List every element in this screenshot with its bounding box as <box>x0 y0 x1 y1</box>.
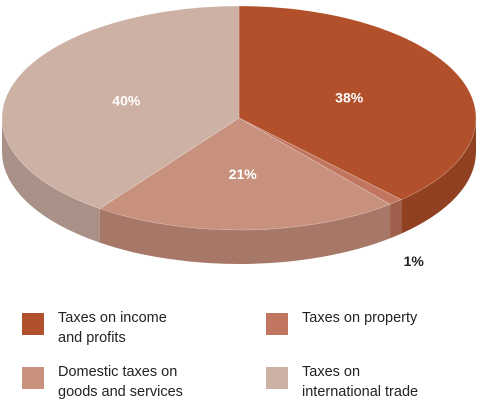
legend-item-trade: Taxes on international trade <box>266 362 418 402</box>
legend-item-income: Taxes on income and profits <box>22 308 167 348</box>
legend-label-trade: Taxes on international trade <box>302 364 419 400</box>
legend-label-income: Taxes on income and profits <box>58 310 167 346</box>
pie-slice-trade <box>1 5 240 209</box>
legend-swatch-income <box>22 313 44 335</box>
legend-label-property: Taxes on property <box>302 310 418 326</box>
data-label-trade: 40% <box>112 93 141 109</box>
legend-label-domestic: Domestic taxes on goods and services <box>58 364 183 400</box>
pie-side-property <box>390 199 402 239</box>
legend-swatch-trade <box>266 367 288 389</box>
pie-slice-domestic <box>99 117 391 231</box>
pie-slice-income <box>238 5 477 200</box>
pie-side-walls <box>2 118 476 265</box>
pie-top <box>1 5 477 231</box>
data-label-domestic: 21% <box>229 166 258 182</box>
data-label-income: 38% <box>335 89 364 105</box>
pie-side-domestic <box>99 204 391 265</box>
legend-item-property: Taxes on property <box>266 308 417 335</box>
legend-swatch-property <box>266 313 288 335</box>
pie-side-trade <box>2 118 100 243</box>
legend-swatch-domestic <box>22 367 44 389</box>
data-label-property: 1% <box>404 253 425 269</box>
pie-chart: 38% 1% 21% 40% <box>1 5 477 269</box>
legend-item-domestic: Domestic taxes on goods and services <box>22 362 183 402</box>
pie-slice-property <box>238 117 402 205</box>
pie-side-income <box>401 118 476 234</box>
legend: Taxes on income and profits Taxes on pro… <box>0 300 479 403</box>
